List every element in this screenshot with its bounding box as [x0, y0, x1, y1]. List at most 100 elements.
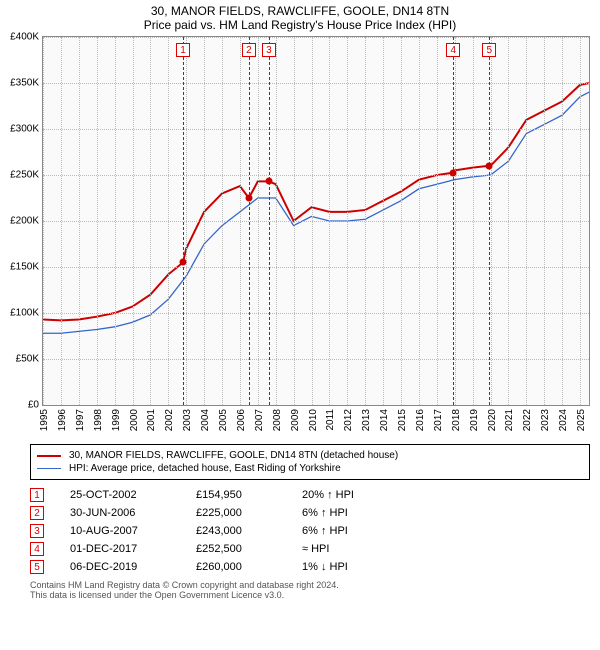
- event-line: [489, 37, 490, 405]
- event-marker: [265, 178, 272, 185]
- gridline-v: [383, 37, 384, 405]
- event-line-label: 4: [446, 43, 460, 57]
- gridline-h: [43, 313, 589, 314]
- gridline-v: [43, 37, 44, 405]
- x-axis-tick: 2015: [397, 409, 408, 431]
- event-num-badge: 4: [30, 542, 44, 556]
- y-axis-tick: £0: [28, 400, 39, 411]
- gridline-v: [508, 37, 509, 405]
- event-line: [269, 37, 270, 405]
- gridline-v: [61, 37, 62, 405]
- event-date: 30-JUN-2006: [70, 507, 170, 519]
- gridline-v: [419, 37, 420, 405]
- event-marker: [245, 195, 252, 202]
- x-axis-tick: 2013: [361, 409, 372, 431]
- event-num-badge: 5: [30, 560, 44, 574]
- x-axis-tick: 2001: [146, 409, 157, 431]
- y-axis-tick: £300K: [10, 124, 39, 135]
- legend-row: HPI: Average price, detached house, East…: [37, 462, 583, 475]
- x-axis-tick: 2012: [343, 409, 354, 431]
- event-diff: 6% ↑ HPI: [302, 525, 392, 537]
- gridline-v: [222, 37, 223, 405]
- event-diff: ≈ HPI: [302, 543, 392, 555]
- y-axis-tick: £250K: [10, 170, 39, 181]
- footnote-line: This data is licensed under the Open Gov…: [30, 590, 590, 600]
- gridline-v: [562, 37, 563, 405]
- event-price: £243,000: [196, 525, 276, 537]
- gridline-v: [365, 37, 366, 405]
- gridline-v: [97, 37, 98, 405]
- gridline-v: [347, 37, 348, 405]
- gridline-v: [150, 37, 151, 405]
- event-date: 06-DEC-2019: [70, 561, 170, 573]
- x-axis-tick: 2007: [254, 409, 265, 431]
- x-axis-tick: 2019: [469, 409, 480, 431]
- x-axis-tick: 2017: [433, 409, 444, 431]
- event-line-label: 3: [262, 43, 276, 57]
- gridline-h: [43, 359, 589, 360]
- gridline-h: [43, 175, 589, 176]
- x-axis-tick: 2011: [325, 409, 336, 431]
- x-axis-tick: 2023: [540, 409, 551, 431]
- gridline-h: [43, 37, 589, 38]
- gridline-v: [79, 37, 80, 405]
- x-axis-tick: 2006: [236, 409, 247, 431]
- event-marker: [450, 169, 457, 176]
- gridline-v: [401, 37, 402, 405]
- x-axis-tick: 1995: [39, 409, 50, 431]
- x-axis-tick: 1998: [93, 409, 104, 431]
- x-axis-tick: 2002: [164, 409, 175, 431]
- x-axis-tick: 2010: [308, 409, 319, 431]
- event-table-row: 401-DEC-2017£252,500≈ HPI: [30, 540, 590, 558]
- event-price: £252,500: [196, 543, 276, 555]
- chart-title: 30, MANOR FIELDS, RAWCLIFFE, GOOLE, DN14…: [0, 0, 600, 18]
- x-axis-tick: 2003: [182, 409, 193, 431]
- gridline-v: [312, 37, 313, 405]
- x-axis-tick: 1999: [111, 409, 122, 431]
- event-date: 25-OCT-2002: [70, 489, 170, 501]
- gridline-v: [437, 37, 438, 405]
- series-property: [43, 83, 589, 320]
- event-diff: 20% ↑ HPI: [302, 489, 392, 501]
- legend-swatch: [37, 455, 61, 457]
- gridline-v: [204, 37, 205, 405]
- x-axis-tick: 2025: [576, 409, 587, 431]
- chart-plot-area: £0£50K£100K£150K£200K£250K£300K£350K£400…: [42, 36, 590, 406]
- x-axis-tick: 2009: [290, 409, 301, 431]
- y-axis-tick: £150K: [10, 262, 39, 273]
- y-axis-tick: £350K: [10, 78, 39, 89]
- event-price: £225,000: [196, 507, 276, 519]
- chart-subtitle: Price paid vs. HM Land Registry's House …: [0, 18, 600, 36]
- x-axis-tick: 2008: [272, 409, 283, 431]
- x-axis-tick: 2021: [504, 409, 515, 431]
- gridline-v: [491, 37, 492, 405]
- gridline-v: [133, 37, 134, 405]
- x-axis-tick: 1996: [57, 409, 68, 431]
- gridline-v: [580, 37, 581, 405]
- x-axis-tick: 2020: [487, 409, 498, 431]
- gridline-v: [115, 37, 116, 405]
- x-axis-tick: 1997: [75, 409, 86, 431]
- x-axis-tick: 2018: [451, 409, 462, 431]
- y-axis-tick: £50K: [16, 354, 39, 365]
- gridline-v: [526, 37, 527, 405]
- event-diff: 1% ↓ HPI: [302, 561, 392, 573]
- event-table-row: 5 06-DEC-2019 £260,000 1% ↓ HPI: [30, 558, 590, 576]
- legend-label: HPI: Average price, detached house, East…: [69, 463, 341, 474]
- footnote-line: Contains HM Land Registry data © Crown c…: [30, 580, 590, 590]
- event-table-row: 125-OCT-2002£154,95020% ↑ HPI: [30, 486, 590, 504]
- event-price: £154,950: [196, 489, 276, 501]
- legend-row: 30, MANOR FIELDS, RAWCLIFFE, GOOLE, DN14…: [37, 449, 583, 462]
- event-line-label: 2: [242, 43, 256, 57]
- y-axis-tick: £100K: [10, 308, 39, 319]
- gridline-h: [43, 267, 589, 268]
- x-axis-tick: 2024: [558, 409, 569, 431]
- gridline-v: [240, 37, 241, 405]
- event-line: [249, 37, 250, 405]
- gridline-v: [276, 37, 277, 405]
- event-price: £260,000: [196, 561, 276, 573]
- event-marker: [179, 259, 186, 266]
- gridline-v: [544, 37, 545, 405]
- x-axis-tick: 2004: [200, 409, 211, 431]
- gridline-v: [473, 37, 474, 405]
